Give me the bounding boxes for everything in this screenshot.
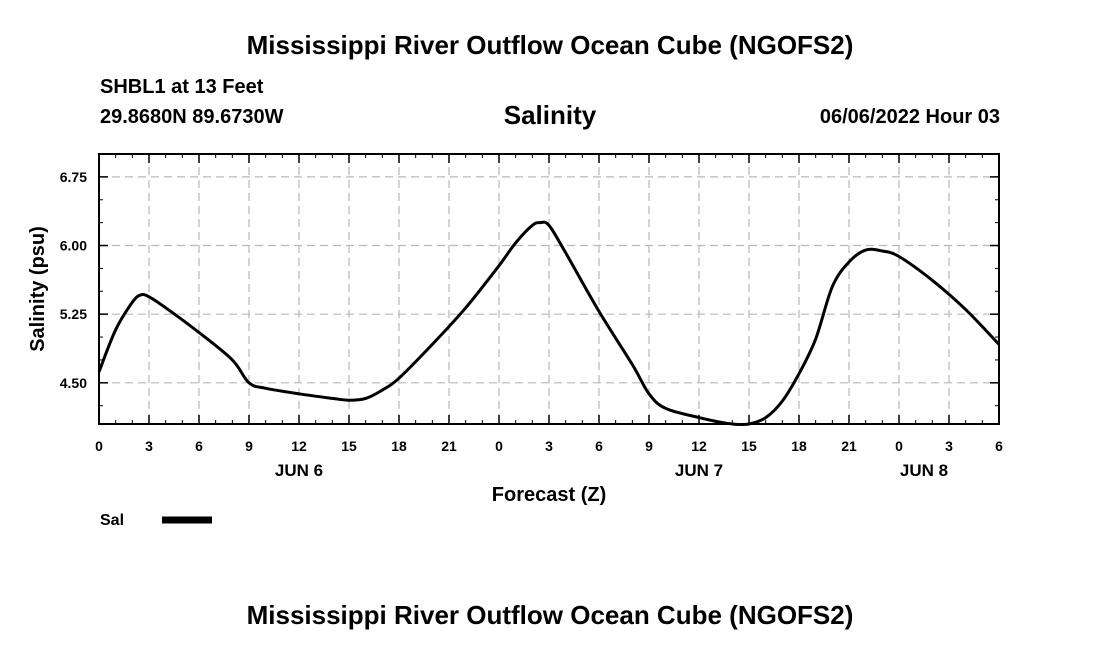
x-tick-label: 6	[195, 438, 203, 454]
x-tick-label: 6	[995, 438, 1003, 454]
y-tick-label: 6.75	[60, 169, 87, 185]
x-tick-label: 9	[645, 438, 653, 454]
x-tick-label: 18	[791, 438, 807, 454]
footer-title: Mississippi River Outflow Ocean Cube (NG…	[246, 600, 854, 630]
x-tick-label: 15	[741, 438, 757, 454]
x-tick-label: 3	[945, 438, 953, 454]
day-label: JUN 6	[275, 461, 323, 480]
series	[97, 220, 1001, 427]
x-tick-label: 18	[391, 438, 407, 454]
x-tick-label: 12	[691, 438, 707, 454]
y-axis-title: Salinity (psu)	[27, 226, 49, 352]
x-tick-label: 0	[495, 438, 503, 454]
plot-frame	[98, 153, 1000, 425]
x-tick-label: 15	[341, 438, 357, 454]
x-tick-label: 0	[895, 438, 903, 454]
day-label: JUN 8	[900, 461, 948, 480]
variable-title: Salinity	[503, 100, 597, 130]
x-tick-label: 21	[841, 438, 857, 454]
x-tick-label: 21	[441, 438, 457, 454]
y-tick-label: 5.25	[60, 306, 87, 322]
y-tick-label: 6.00	[60, 238, 87, 254]
tick-labels: 0 3 6 9 12 15 18 21 0 3 6 9 12 15 18 21 0 3 6 4.50 5.25 6.00 6…	[60, 169, 1003, 480]
station-coordinates: 29.8680N 89.6730W	[100, 106, 284, 128]
grid	[99, 154, 999, 424]
x-tick-label: 3	[545, 438, 553, 454]
y-tick-label: 4.50	[60, 375, 87, 391]
legend-label: Sal	[100, 512, 124, 529]
forecast-datetime: 06/06/2022 Hour 03	[819, 106, 1000, 128]
day-label: JUN 7	[675, 461, 723, 480]
x-tick-label: 3	[145, 438, 153, 454]
x-tick-label: 9	[245, 438, 253, 454]
x-tick-label: 12	[291, 438, 307, 454]
series-line-sal	[97, 220, 1001, 427]
x-axis-title: Forecast (Z)	[492, 484, 606, 506]
x-tick-label: 0	[95, 438, 103, 454]
chart-title: Mississippi River Outflow Ocean Cube (NG…	[246, 30, 854, 60]
station-name: SHBL1 at 13 Feet	[100, 76, 264, 98]
x-tick-label: 6	[595, 438, 603, 454]
